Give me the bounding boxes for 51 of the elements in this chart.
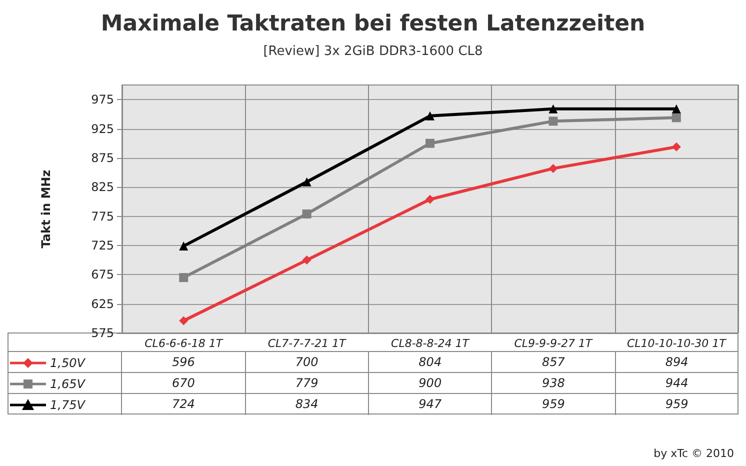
data-label: 804 [368,352,492,373]
data-label: 834 [246,394,369,415]
data-label: 959 [664,396,690,413]
data-label: 944 [664,375,690,392]
point [548,116,558,126]
legend-label: 1,65V [50,376,85,390]
y-tick-label: 625 [91,296,114,311]
y-tick-label: 975 [91,92,114,107]
data-label: 779 [246,373,369,394]
legend-label: 1,75V [50,398,85,412]
data-label: 900 [368,373,492,394]
point [179,242,188,251]
x-tick-label: CL8-8-8-24 1T [391,337,470,350]
chart-subtitle: [Review] 3x 2GiB DDR3-1600 CL8 [263,44,483,59]
point [548,164,558,173]
legend-label: 1,50V [50,356,85,370]
point [548,104,558,114]
point [426,138,434,148]
y-tick-label: 925 [91,122,114,136]
point [302,177,312,186]
point [672,142,681,152]
x-tick-label: CL7-7-7-21 1T [268,337,348,350]
y-tick-label: 875 [91,150,114,165]
y-tick-label: 825 [91,180,114,194]
point [426,194,434,204]
data-label: 947 [368,394,492,415]
point [179,273,188,282]
x-tick-label: CL9-9-9-27 1T [514,337,594,350]
data-label: 938 [492,373,616,394]
data-label: 670 [122,373,246,394]
y-tick-label: 575 [91,326,114,340]
point [302,209,312,218]
point [179,316,188,326]
chart-title: Maximale Taktraten bei festen Latenzzeiten [100,12,646,36]
y-axis-title: Takt in MHz [39,170,53,248]
point [426,111,434,120]
data-label: 700 [246,352,369,373]
x-tick-label: CL10-10-10-30 1T [626,337,728,350]
point [672,104,681,114]
data-label: 959 [492,394,616,415]
data-label: 724 [122,394,246,415]
y-tick-label: 675 [91,268,114,282]
y-tick-label: 725 [91,238,114,252]
data-label: 894 [664,354,690,371]
point [672,113,681,122]
text: by xTc © 2010 [654,447,734,460]
data-label: 857 [492,352,616,373]
y-tick-label: 775 [91,209,114,224]
data-label: 596 [122,352,246,373]
point [302,256,312,265]
x-tick-label: CL6-6-6-18 1T [144,337,224,350]
